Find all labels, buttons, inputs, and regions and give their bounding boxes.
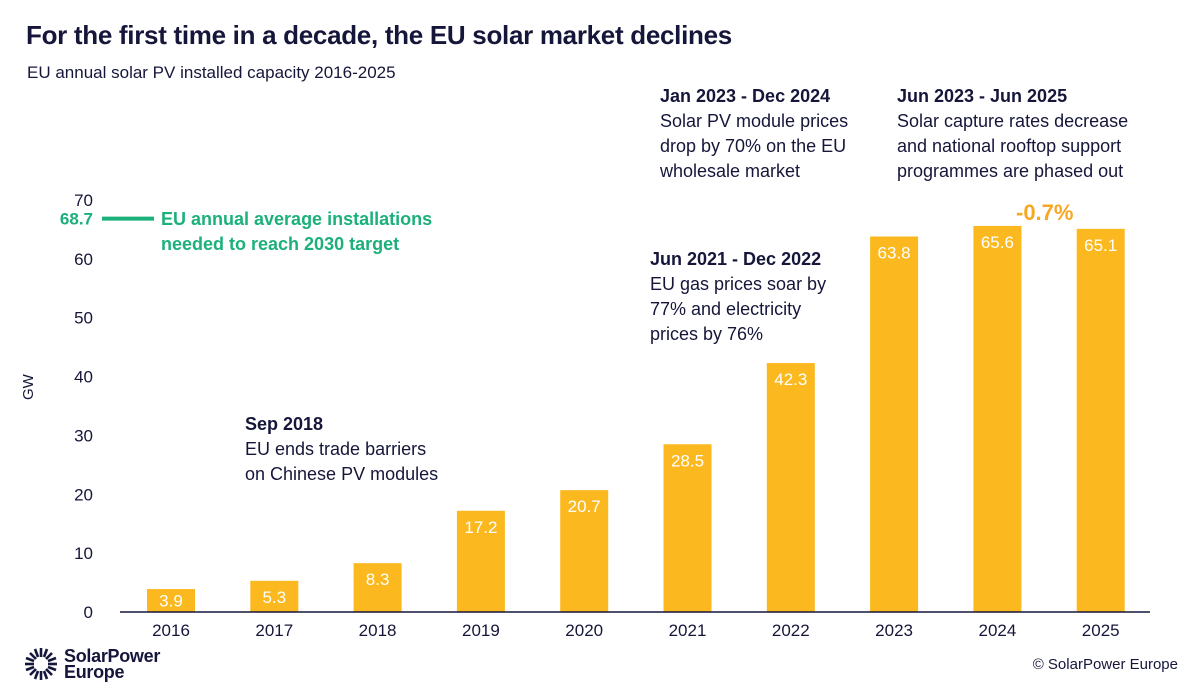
bar-2017 [250, 580, 299, 612]
copyright: © SolarPower Europe [1032, 656, 1178, 673]
data-label: 63.8 [878, 243, 911, 262]
y-tick-label: 10 [74, 544, 93, 563]
x-tick-label: 2024 [978, 621, 1016, 640]
bar-2016 [147, 589, 195, 612]
annotation-2018: Sep 2018 EU ends trade barriers on Chinese… [245, 414, 439, 484]
y-tick-label: 50 [74, 309, 93, 328]
x-tick-label: 2018 [359, 621, 397, 640]
y-tick-label: 30 [74, 426, 93, 445]
x-tick-label: 2021 [669, 621, 707, 640]
data-label: 28.5 [671, 451, 704, 470]
chart-subtitle: EU annual solar PV installed capacity 20… [27, 63, 396, 82]
x-tick-label: 2019 [462, 621, 500, 640]
data-label: 17.2 [464, 518, 497, 537]
y-tick-label: 20 [74, 485, 93, 504]
y-tick-label: 70 [74, 191, 93, 210]
data-label: 65.1 [1084, 236, 1117, 255]
sun-logo-icon [25, 648, 57, 680]
bar-2021 [663, 444, 712, 612]
data-label: 5.3 [262, 588, 286, 607]
target-value-label: 68.7 [60, 210, 93, 229]
solarpower-europe-logo: SolarPower Europe [24, 647, 160, 681]
chart-title: For the first time in a decade, the EU s… [26, 20, 732, 50]
logo-line-2: Europe [64, 662, 125, 682]
data-label: 65.6 [981, 233, 1014, 252]
bar-2025 [1076, 228, 1125, 612]
bar-2023 [870, 236, 919, 612]
annotation-2023-2024: Jan 2023 - Dec 2024 Solar PV module price… [660, 86, 849, 181]
logo-line-1: SolarPower [64, 646, 161, 666]
x-tick-label: 2022 [772, 621, 810, 640]
x-tick-label: 2025 [1082, 621, 1120, 640]
y-tick-label: 0 [84, 603, 93, 622]
target-line-label-text: EU annual average installations needed t… [161, 209, 433, 254]
x-tick-label: 2023 [875, 621, 913, 640]
x-tick-label: 2017 [255, 621, 293, 640]
change-label: -0.7% [1016, 200, 1074, 225]
y-tick-label: 60 [74, 250, 93, 269]
y-tick-label: 40 [74, 368, 93, 387]
bar-2022 [766, 363, 815, 612]
data-label: 3.9 [159, 592, 183, 611]
x-tick-label: 2016 [152, 621, 190, 640]
bar-2020 [560, 490, 609, 612]
bar-2024 [973, 225, 1022, 612]
data-label: 42.3 [774, 370, 807, 389]
annotation-2021-2022: Jun 2021 - Dec 2022 EU gas prices soar by… [650, 249, 827, 344]
annotation-2023-2025: Jun 2023 - Jun 2025 Solar capture rates d… [897, 86, 1129, 181]
y-axis-label: GW [20, 374, 37, 400]
data-label: 8.3 [366, 570, 390, 589]
data-label: 20.7 [568, 497, 601, 516]
x-tick-label: 2020 [565, 621, 603, 640]
bar-2018 [353, 563, 402, 612]
bar-2019 [456, 510, 505, 612]
target-line-label: EU annual average installations needed t… [161, 207, 461, 257]
